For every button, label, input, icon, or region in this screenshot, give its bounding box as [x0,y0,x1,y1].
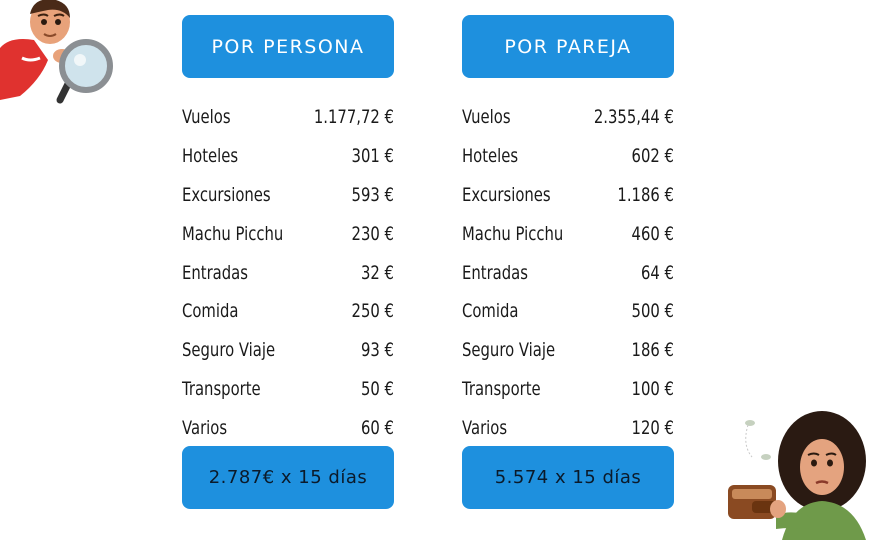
cost-row: Vuelos 2.355,44 € [462,98,674,137]
cost-amount: 100 € [631,377,674,400]
cost-amount: 500 € [631,300,674,323]
cost-row: Entradas 64 € [462,253,674,292]
cost-label: Machu Picchu [182,222,284,245]
cost-label: Transporte [182,377,261,400]
cost-row: Comida 250 € [182,292,394,331]
cost-amount: 60 € [360,416,394,439]
cost-amount: 250 € [351,300,394,323]
cost-label: Seguro Viaje [182,339,276,362]
cost-label: Excursiones [182,183,271,206]
cost-row: Comida 500 € [462,292,674,331]
cost-label: Varios [182,416,228,439]
cost-amount: 93 € [360,339,394,362]
cost-label: Transporte [462,377,541,400]
cost-label: Vuelos [182,106,231,129]
cost-row: Machu Picchu 230 € [182,214,394,253]
cost-amount: 64 € [640,261,674,284]
cost-amount: 2.355,44 € [593,106,674,129]
cost-label: Comida [182,300,239,323]
cost-row: Entradas 32 € [182,253,394,292]
cost-label: Machu Picchu [462,222,564,245]
per-person-total-button[interactable]: 2.787€ x 15 días [182,446,394,509]
cost-row: Varios 120 € [462,408,674,447]
per-person-cost-list: Vuelos 1.177,72 € Hoteles 301 € Excursione… [182,98,394,447]
cost-amount: 1.186 € [617,183,674,206]
cost-label: Vuelos [462,106,511,129]
cost-label: Hoteles [462,145,519,168]
per-person-column: POR PERSONA Vuelos 1.177,72 € Hoteles 301 … [182,15,394,447]
cost-label: Varios [462,416,508,439]
cost-row: Transporte 50 € [182,370,394,409]
per-person-header-button[interactable]: POR PERSONA [182,15,394,78]
cost-row: Seguro Viaje 93 € [182,331,394,370]
cost-amount: 186 € [631,339,674,362]
per-couple-cost-list: Vuelos 2.355,44 € Hoteles 602 € Excursione… [462,98,674,447]
cost-amount: 460 € [631,222,674,245]
cost-row: Transporte 100 € [462,370,674,409]
man-magnifying-glass-avatar [0,0,113,104]
cost-label: Hoteles [182,145,239,168]
cost-row: Seguro Viaje 186 € [462,331,674,370]
cost-row: Machu Picchu 460 € [462,214,674,253]
cost-amount: 230 € [351,222,394,245]
cost-row: Excursiones 593 € [182,176,394,215]
per-couple-column: POR PAREJA Vuelos 2.355,44 € Hoteles 602 €… [462,15,674,447]
cost-label: Entradas [462,261,528,284]
per-couple-total-button[interactable]: 5.574 x 15 días [462,446,674,509]
cost-row: Varios 60 € [182,408,394,447]
cost-amount: 120 € [631,416,674,439]
cost-amount: 50 € [360,377,394,400]
cost-row: Hoteles 602 € [462,137,674,176]
cost-amount: 602 € [631,145,674,168]
cost-amount: 32 € [360,261,394,284]
cost-label: Seguro Viaje [462,339,556,362]
per-couple-header-button[interactable]: POR PAREJA [462,15,674,78]
cost-label: Comida [462,300,519,323]
cost-label: Excursiones [462,183,551,206]
cost-amount: 301 € [351,145,394,168]
cost-amount: 1.177,72 € [313,106,394,129]
cost-row: Excursiones 1.186 € [462,176,674,215]
woman-empty-wallet-avatar [728,411,866,540]
cost-row: Hoteles 301 € [182,137,394,176]
cost-amount: 593 € [351,183,394,206]
cost-label: Entradas [182,261,248,284]
cost-row: Vuelos 1.177,72 € [182,98,394,137]
